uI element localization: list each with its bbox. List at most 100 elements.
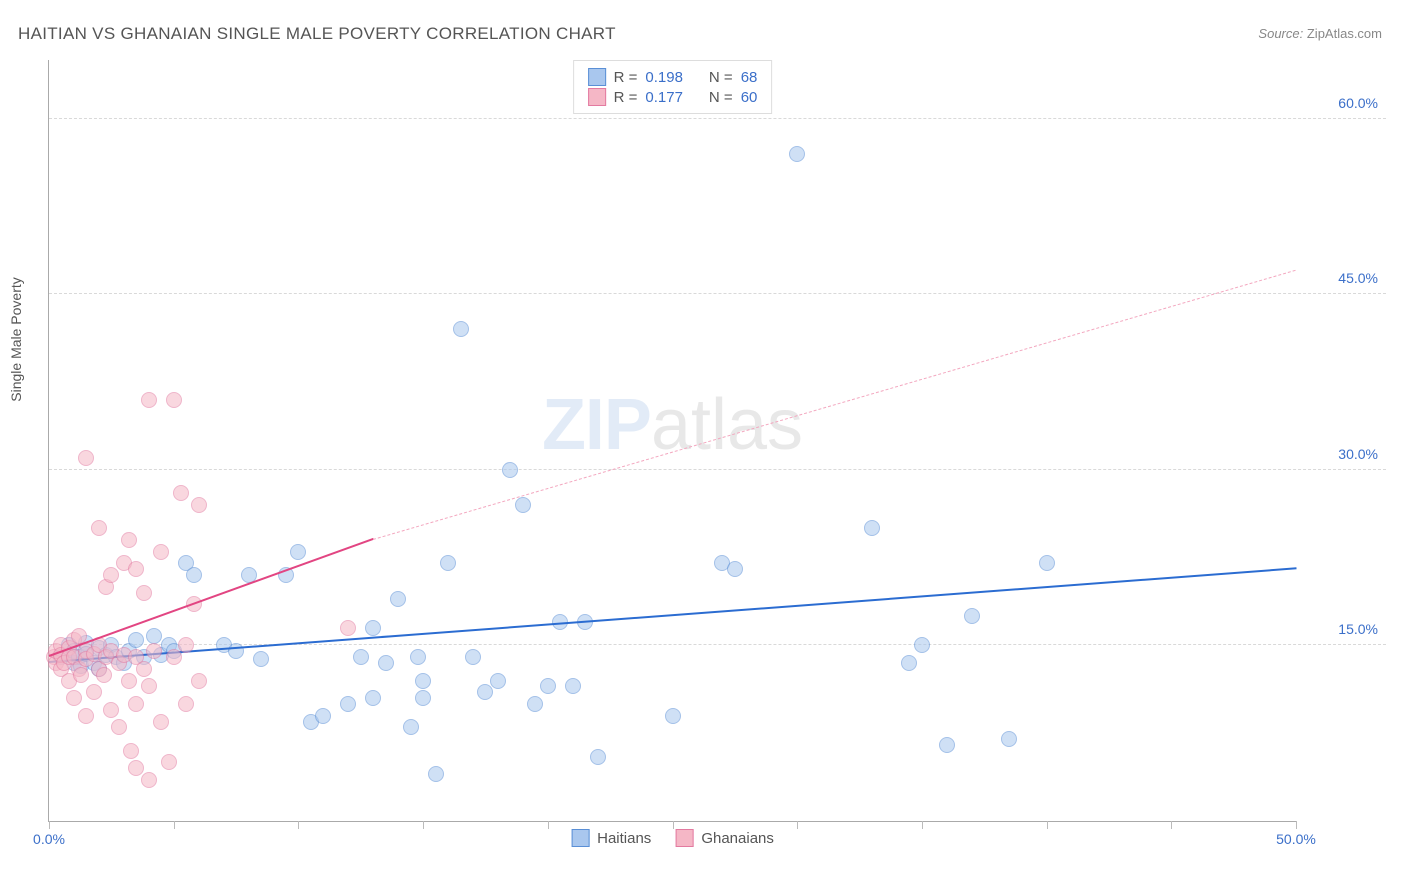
data-point [365, 620, 381, 636]
data-point [1039, 555, 1055, 571]
data-point [440, 555, 456, 571]
data-point [178, 637, 194, 653]
chart-container: Single Male Poverty ZIPatlas R =0.198N =… [48, 60, 1386, 852]
data-point [121, 532, 137, 548]
data-point [191, 673, 207, 689]
stats-legend-row: R =0.198N =68 [588, 67, 758, 87]
stat-n-label: N = [709, 69, 733, 86]
data-point [465, 649, 481, 665]
stat-r-label: R = [614, 89, 638, 106]
y-tick-label: 15.0% [1338, 621, 1378, 637]
stat-n-value: 60 [741, 89, 758, 106]
data-point [665, 708, 681, 724]
legend-label: Haitians [597, 830, 651, 847]
x-tick-label: 50.0% [1276, 831, 1316, 847]
data-point [136, 661, 152, 677]
y-axis-label: Single Male Poverty [8, 277, 24, 402]
data-point [136, 585, 152, 601]
data-point [410, 649, 426, 665]
data-point [103, 567, 119, 583]
data-point [121, 673, 137, 689]
data-point [146, 628, 162, 644]
data-point [315, 708, 331, 724]
legend-swatch [588, 88, 606, 106]
data-point [914, 637, 930, 653]
x-tick [797, 821, 798, 829]
data-point [527, 696, 543, 712]
data-point [340, 696, 356, 712]
data-point [290, 544, 306, 560]
x-tick [1296, 821, 1297, 829]
data-point [365, 690, 381, 706]
legend-swatch [675, 829, 693, 847]
y-tick-label: 45.0% [1338, 270, 1378, 286]
data-point [490, 673, 506, 689]
stats-legend-row: R = 0.177 N = 60 [588, 87, 758, 107]
data-point [415, 673, 431, 689]
data-point [141, 392, 157, 408]
watermark-atlas: atlas [651, 385, 803, 465]
trend-line [373, 270, 1296, 540]
x-tick [174, 821, 175, 829]
data-point [964, 608, 980, 624]
plot-area: ZIPatlas R =0.198N =68R =0.177N =60 Hait… [48, 60, 1296, 822]
data-point [191, 497, 207, 513]
data-point [390, 591, 406, 607]
data-point [253, 651, 269, 667]
data-point [123, 743, 139, 759]
stat-r-value: 0.177 [645, 89, 683, 106]
data-point [477, 684, 493, 700]
data-point [141, 678, 157, 694]
data-point [378, 655, 394, 671]
data-point [590, 749, 606, 765]
source-credit: Source: ZipAtlas.com [1258, 26, 1382, 41]
data-point [96, 667, 112, 683]
stat-r-value: 0.198 [645, 69, 683, 86]
data-point [515, 497, 531, 513]
gridline [49, 469, 1386, 470]
data-point [128, 696, 144, 712]
data-point [565, 678, 581, 694]
y-tick-label: 60.0% [1338, 95, 1378, 111]
stat-n-value: 68 [741, 69, 758, 86]
data-point [78, 708, 94, 724]
data-point [727, 561, 743, 577]
data-point [91, 520, 107, 536]
data-point [864, 520, 880, 536]
x-tick [1171, 821, 1172, 829]
data-point [403, 719, 419, 735]
data-point [1001, 731, 1017, 747]
x-tick [49, 821, 50, 829]
data-point [128, 632, 144, 648]
data-point [453, 321, 469, 337]
source-label: Source: [1258, 26, 1303, 41]
data-point [78, 450, 94, 466]
data-point [178, 696, 194, 712]
x-tick [548, 821, 549, 829]
legend-item: Ghanaians [675, 829, 774, 847]
trend-line [49, 567, 1296, 663]
data-point [166, 392, 182, 408]
data-point [186, 567, 202, 583]
data-point [66, 690, 82, 706]
data-point [166, 649, 182, 665]
data-point [153, 544, 169, 560]
data-point [415, 690, 431, 706]
data-point [111, 719, 127, 735]
x-tick [298, 821, 299, 829]
x-tick [1047, 821, 1048, 829]
legend-item: Haitians [571, 829, 651, 847]
legend-swatch [588, 68, 606, 86]
data-point [353, 649, 369, 665]
stat-n-label: N = [709, 89, 733, 106]
x-tick [922, 821, 923, 829]
data-point [141, 772, 157, 788]
data-point [789, 146, 805, 162]
data-point [540, 678, 556, 694]
data-point [901, 655, 917, 671]
page-title: HAITIAN VS GHANAIAN SINGLE MALE POVERTY … [18, 24, 616, 44]
x-tick [423, 821, 424, 829]
data-point [502, 462, 518, 478]
data-point [86, 684, 102, 700]
source-value: ZipAtlas.com [1307, 26, 1382, 41]
